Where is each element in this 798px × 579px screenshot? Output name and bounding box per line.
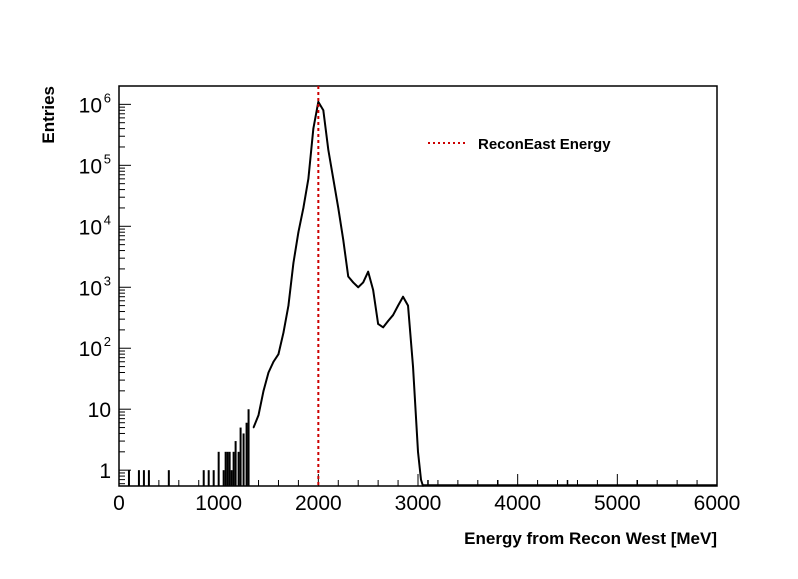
y-tick-label: 1: [99, 460, 111, 483]
data-point: [397, 304, 399, 307]
data-point: [347, 275, 350, 278]
series-line: [252, 100, 424, 487]
data-point: [342, 239, 345, 241]
data-point: [287, 304, 290, 307]
x-axis-title: Energy from Recon West [MeV]: [464, 529, 717, 548]
series-layer: [127, 100, 717, 487]
data-point: [322, 109, 325, 112]
x-tick-label: 0: [113, 492, 125, 515]
data-point: [282, 331, 285, 334]
y-tick-label: 10: [79, 155, 102, 178]
data-point: [257, 414, 260, 416]
x-tick-label: 6000: [694, 492, 741, 515]
data-point: [402, 295, 404, 298]
data-point: [297, 231, 300, 234]
data-point: [252, 426, 255, 429]
data-point: [417, 451, 419, 453]
data-point: [382, 326, 384, 329]
data-point: [272, 360, 275, 363]
legend: ReconEast Energy: [428, 136, 611, 153]
data-point: [372, 289, 374, 291]
x-tick-label: 3000: [395, 492, 442, 515]
data-point: [302, 207, 305, 209]
y-tick-exponent: 2: [104, 334, 111, 349]
x-tick-label: 5000: [594, 492, 641, 515]
data-point: [392, 314, 394, 316]
x-axis: 0 1000 2000 3000 4000 5000 6000: [113, 474, 740, 515]
legend-label: ReconEast Energy: [478, 136, 611, 153]
y-tick-label: 10: [79, 338, 102, 361]
y-axis-title: Entries: [39, 86, 58, 144]
x-tick-label: 2000: [295, 492, 342, 515]
y-tick-label: 10: [79, 216, 102, 239]
data-point: [277, 353, 280, 355]
y-tick-label: 10: [79, 94, 102, 117]
y-tick-exponent: 5: [104, 151, 111, 166]
data-point: [317, 101, 320, 103]
data-point: [407, 304, 409, 307]
data-point: [412, 365, 414, 368]
data-point: [387, 320, 389, 322]
y-tick-label: 10: [79, 277, 102, 300]
data-point: [332, 178, 335, 180]
data-point: [327, 148, 330, 151]
data-point: [357, 286, 360, 289]
data-point: [420, 478, 422, 481]
x-tick-label: 4000: [494, 492, 541, 515]
data-point: [262, 390, 265, 392]
data-point: [307, 178, 310, 180]
data-point: [292, 262, 295, 264]
data-point: [352, 281, 355, 284]
plot-frame: [118, 85, 718, 487]
y-tick-label: 10: [88, 399, 111, 422]
x-tick-label: 1000: [195, 492, 242, 515]
data-point: [312, 127, 315, 130]
y-tick-exponent: 3: [104, 273, 111, 288]
y-tick-exponent: 4: [104, 212, 111, 227]
data-point: [337, 207, 340, 209]
y-tick-exponent: 6: [104, 90, 111, 105]
data-point: [362, 281, 364, 284]
data-point: [367, 270, 369, 273]
data-point: [377, 323, 379, 325]
data-point: [267, 371, 270, 374]
